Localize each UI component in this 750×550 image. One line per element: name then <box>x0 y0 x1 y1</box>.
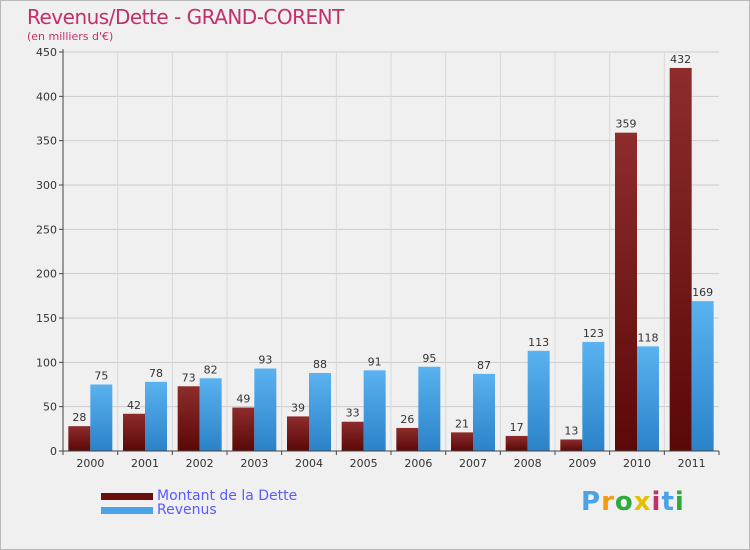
bar-revenus <box>363 370 386 451</box>
x-tick-label: 2005 <box>350 457 378 470</box>
bar-dette <box>123 413 145 451</box>
bar-revenus-label: 169 <box>692 286 713 299</box>
logo-letter: t <box>661 487 675 517</box>
bar-revenus-label: 95 <box>422 352 436 365</box>
chart-subtitle: (en milliers d'€) <box>27 30 114 43</box>
bar-dette-label: 432 <box>670 53 691 66</box>
legend-swatch-dette <box>101 492 153 500</box>
bar-revenus-label: 93 <box>258 354 272 367</box>
bar-revenus <box>637 346 659 451</box>
bar-dette <box>177 386 200 451</box>
bar-dette <box>505 435 528 451</box>
bar-dette-label: 13 <box>564 424 578 437</box>
bar-revenus <box>90 384 113 451</box>
y-tick-label: 200 <box>36 268 57 281</box>
bar-revenus <box>254 368 277 451</box>
y-tick-label: 250 <box>36 223 57 236</box>
bar-revenus <box>473 373 495 451</box>
logo-letter: r <box>601 487 615 517</box>
bar-dette <box>341 421 364 451</box>
x-tick-label: 2000 <box>76 457 104 470</box>
x-tick-label: 2002 <box>186 457 214 470</box>
x-tick-label: 2010 <box>623 457 651 470</box>
y-tick-label: 100 <box>36 356 57 369</box>
y-tick-label: 450 <box>36 46 57 59</box>
bar-revenus-label: 78 <box>149 367 163 380</box>
bar-revenus <box>199 378 222 451</box>
bar-revenus-label: 82 <box>204 363 218 376</box>
bar-dette-label: 73 <box>182 371 196 384</box>
bar-revenus-label: 88 <box>313 358 327 371</box>
bar-revenus-label: 87 <box>477 359 491 372</box>
bar-dette <box>287 416 309 451</box>
bar-dette <box>615 132 637 452</box>
bar-dette-label: 359 <box>616 118 637 131</box>
logo-letter: x <box>633 487 652 517</box>
legend-label-revenus: Revenus <box>157 502 217 518</box>
bar-revenus <box>145 381 167 451</box>
bar-revenus <box>418 366 441 451</box>
bar-revenus <box>582 341 605 451</box>
x-tick-label: 2011 <box>678 457 706 470</box>
bar-dette <box>560 439 583 451</box>
x-tick-label: 2001 <box>131 457 159 470</box>
legend-item-revenus: Revenus <box>101 502 217 518</box>
logo-letter: i <box>674 487 685 517</box>
y-tick-label: 50 <box>43 401 57 414</box>
y-tick-label: 150 <box>36 312 57 325</box>
bar-dette-label: 49 <box>236 393 250 406</box>
bar-dette <box>669 67 692 452</box>
bar-revenus-label: 91 <box>368 355 382 368</box>
bar-revenus <box>527 350 550 451</box>
legend-swatch-revenus <box>101 506 153 514</box>
x-tick-label: 2007 <box>459 457 487 470</box>
y-tick-label: 350 <box>36 135 57 148</box>
logo-letter: P <box>581 487 602 517</box>
y-tick-label: 300 <box>36 179 57 192</box>
bar-dette-label: 17 <box>510 421 524 434</box>
bar-dette-label: 33 <box>346 407 360 420</box>
bar-revenus-label: 113 <box>528 336 549 349</box>
x-tick-label: 2008 <box>514 457 542 470</box>
bar-revenus-label: 118 <box>638 331 659 344</box>
x-tick-label: 2006 <box>404 457 432 470</box>
y-tick-label: 400 <box>36 90 57 103</box>
bar-revenus <box>309 372 331 451</box>
bar-dette-label: 21 <box>455 417 469 430</box>
bar-dette <box>232 407 255 451</box>
legend-label-dette: Montant de la Dette <box>157 488 298 504</box>
x-tick-label: 2009 <box>568 457 596 470</box>
bar-revenus-label: 75 <box>94 370 108 383</box>
bar-dette-label: 28 <box>72 411 86 424</box>
logo-letter: i <box>651 487 662 517</box>
bar-revenus-label: 123 <box>583 327 604 340</box>
x-tick-label: 2003 <box>240 457 268 470</box>
proxiti-logo: Proxiti <box>581 487 685 517</box>
legend-item-dette: Montant de la Dette <box>101 488 297 504</box>
bar-dette <box>451 432 473 451</box>
chart-title: Revenus/Dette - GRAND-CORENT <box>27 5 344 29</box>
bar-dette <box>68 426 91 451</box>
bar-dette-label: 26 <box>400 413 414 426</box>
logo-letter: o <box>614 487 634 517</box>
bar-dette-label: 39 <box>291 401 305 414</box>
bar-dette <box>396 427 419 451</box>
y-tick-label: 0 <box>50 445 57 458</box>
bar-revenus <box>691 301 714 451</box>
x-tick-label: 2004 <box>295 457 323 470</box>
bar-dette-label: 42 <box>127 399 141 412</box>
